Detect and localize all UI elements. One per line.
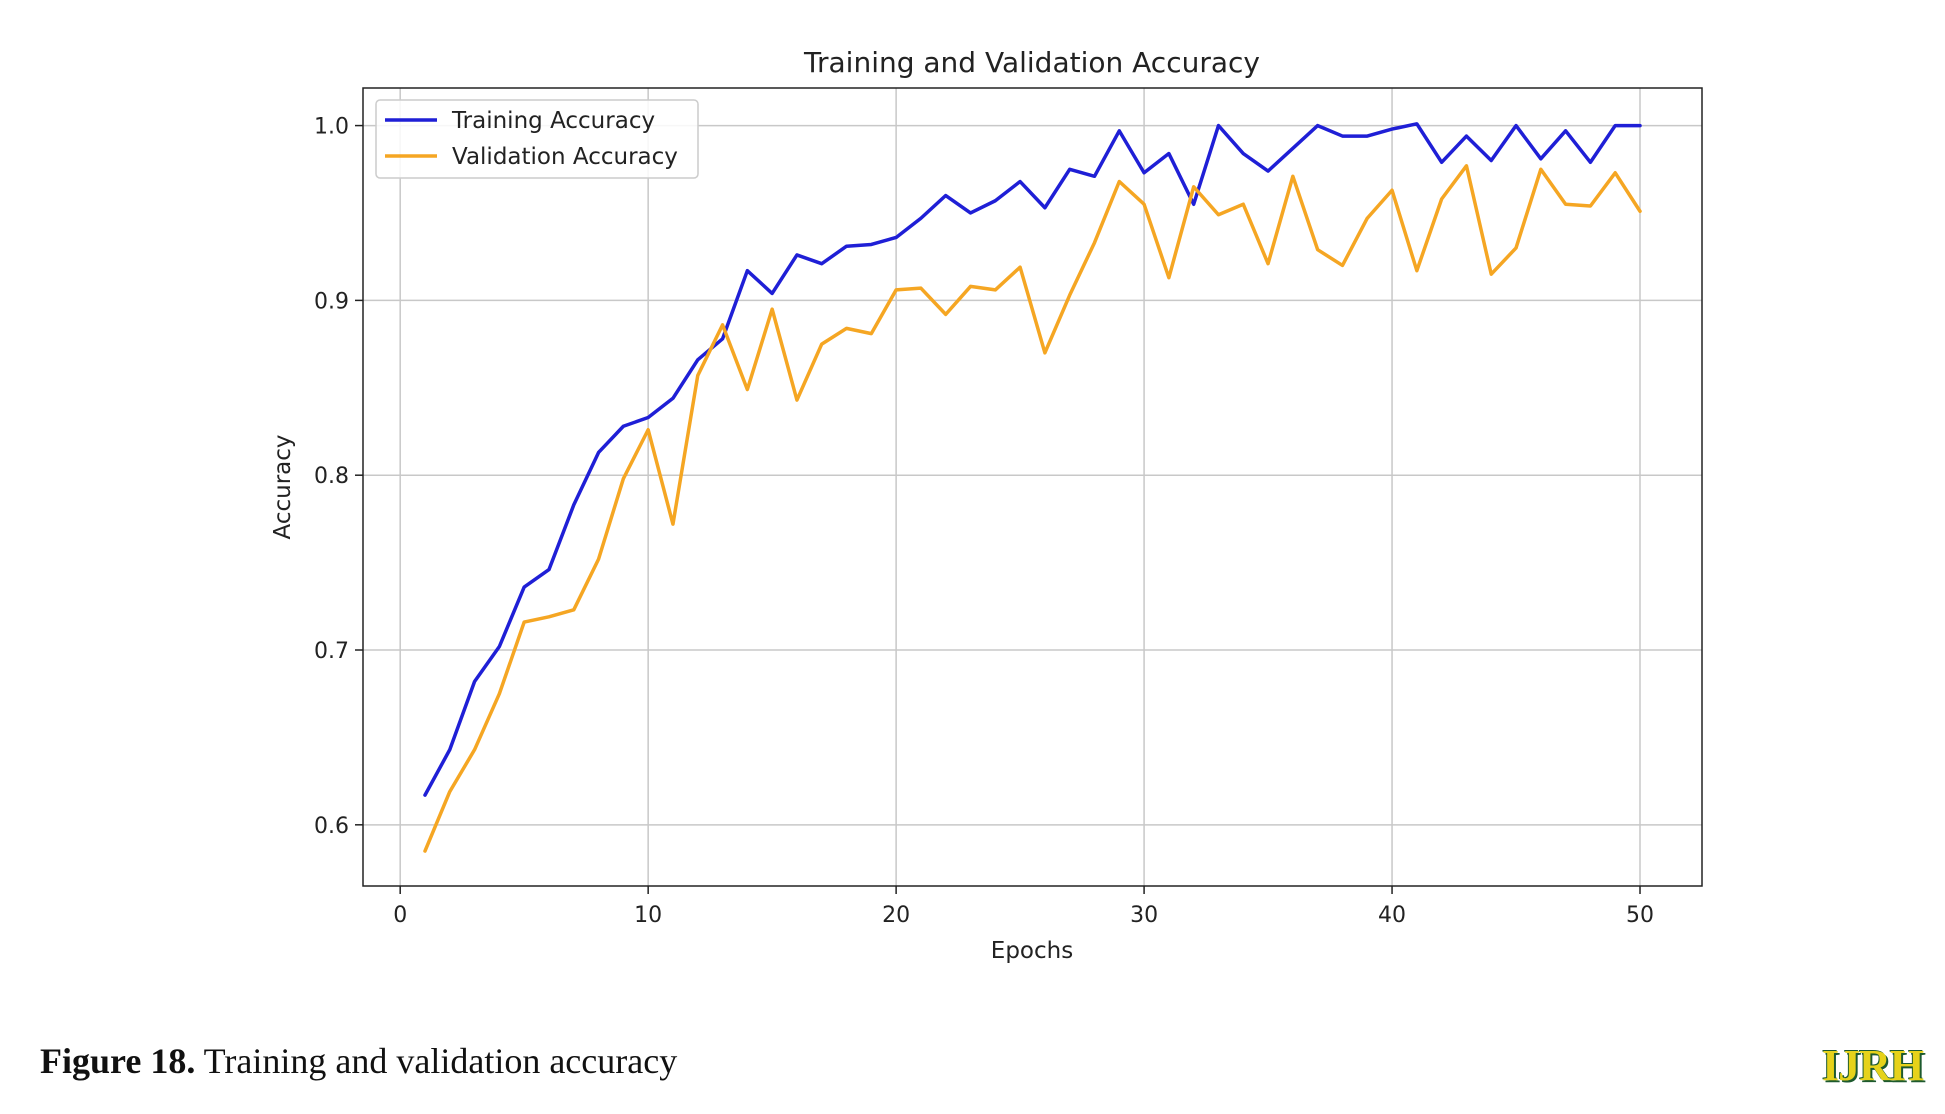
x-tick-label: 50 xyxy=(1626,903,1654,928)
y-tick-label: 0.7 xyxy=(314,639,349,664)
legend-box xyxy=(375,99,699,179)
y-tick-label: 1.0 xyxy=(314,115,349,140)
legend-label-training: Training Accuracy xyxy=(451,108,655,134)
validation-accuracy-line xyxy=(423,164,1642,853)
legend: Training Accuracy Validation Accuracy xyxy=(375,99,699,179)
x-tick-label: 40 xyxy=(1378,903,1406,928)
x-axis-label: Epochs xyxy=(991,938,1073,964)
figure-number: Figure 18. xyxy=(40,1041,196,1081)
x-tick-label: 20 xyxy=(882,903,910,928)
x-tick-label: 0 xyxy=(393,903,407,928)
axis-ticks: 0 10 20 30 40 50 0.6 0.7 0.8 0.9 1.0 xyxy=(314,115,1654,928)
y-tick-label: 0.9 xyxy=(314,289,349,314)
y-tick-label: 0.6 xyxy=(314,814,349,839)
journal-logo: IJRH xyxy=(1822,1041,1924,1090)
x-tick-label: 10 xyxy=(634,903,662,928)
grid xyxy=(363,88,1702,886)
y-axis-label: Accuracy xyxy=(270,434,296,539)
accuracy-chart: Training and Validation Accuracy 0 10 20 30… xyxy=(270,46,1703,964)
series-lines xyxy=(423,122,1642,853)
plot-frame xyxy=(362,87,1703,887)
figure-caption-text: Training and validation accuracy xyxy=(195,1041,678,1081)
figure-caption: Figure 18. Training and validation accur… xyxy=(40,1040,677,1082)
training-accuracy-line xyxy=(423,122,1642,797)
x-tick-label: 30 xyxy=(1130,903,1158,928)
chart-title: Training and Validation Accuracy xyxy=(803,46,1260,79)
legend-label-validation: Validation Accuracy xyxy=(452,144,678,170)
y-tick-label: 0.8 xyxy=(314,464,349,489)
